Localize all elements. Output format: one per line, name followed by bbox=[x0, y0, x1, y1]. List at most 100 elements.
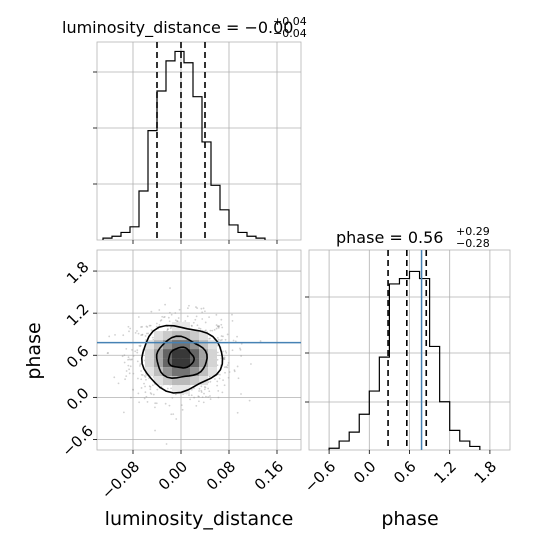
scatter-point bbox=[122, 411, 125, 414]
scatter-point bbox=[205, 395, 207, 398]
scatter-point bbox=[117, 382, 120, 385]
scatter-point bbox=[240, 355, 243, 357]
scatter-point bbox=[131, 348, 133, 351]
scatter-point bbox=[236, 335, 238, 338]
scatter-point bbox=[218, 373, 221, 376]
scatter-point bbox=[159, 319, 162, 322]
scatter-point bbox=[158, 309, 161, 311]
scatter-point bbox=[195, 404, 198, 407]
scatter-point bbox=[134, 331, 137, 334]
scatter-point bbox=[127, 358, 129, 361]
scatter-point bbox=[176, 320, 179, 323]
ytick-label-phase: 1.8 bbox=[63, 258, 93, 288]
scatter-point bbox=[141, 325, 144, 328]
scatter-point bbox=[217, 325, 219, 328]
scatter-point bbox=[219, 339, 222, 342]
scatter-point bbox=[215, 327, 218, 330]
density-cell bbox=[172, 367, 181, 377]
scatter-point bbox=[213, 328, 216, 331]
scatter-point bbox=[200, 307, 203, 310]
density-cell bbox=[154, 340, 163, 350]
scatter-point bbox=[150, 329, 153, 331]
scatter-point bbox=[223, 358, 225, 361]
scatter-point bbox=[208, 390, 211, 393]
scatter-point bbox=[237, 377, 240, 380]
scatter-point bbox=[139, 365, 141, 367]
scatter-point bbox=[208, 337, 210, 340]
scatter-point bbox=[137, 316, 140, 318]
scatter-point bbox=[123, 361, 126, 364]
scatter-point bbox=[193, 396, 196, 399]
scatter-point bbox=[226, 333, 229, 336]
histogram-phase bbox=[328, 270, 481, 450]
scatter-point bbox=[140, 370, 142, 372]
scatter-point bbox=[145, 378, 147, 381]
scatter-point bbox=[186, 315, 189, 318]
scatter-point bbox=[217, 396, 220, 399]
density-cell bbox=[154, 331, 163, 341]
scatter-point bbox=[223, 356, 226, 359]
scatter-point bbox=[140, 378, 143, 381]
density-cell bbox=[190, 358, 199, 368]
scatter-point bbox=[121, 355, 124, 358]
scatter-point bbox=[141, 374, 144, 376]
xlabel-phase: phase bbox=[381, 508, 438, 530]
density-cell bbox=[199, 349, 208, 359]
xtick-label-luminosity-distance: −0.08 bbox=[98, 458, 143, 503]
density-cell bbox=[163, 331, 172, 341]
scatter-point bbox=[156, 388, 159, 391]
scatter-point bbox=[187, 307, 189, 310]
scatter-point bbox=[250, 363, 252, 365]
scatter-point bbox=[209, 337, 211, 340]
scatter-point bbox=[222, 335, 224, 338]
scatter-point bbox=[138, 344, 141, 347]
scatter-point bbox=[217, 338, 220, 341]
density-cell bbox=[172, 349, 181, 359]
ytick-label-phase: −0.6 bbox=[59, 422, 97, 460]
scatter-point bbox=[128, 330, 130, 333]
scatter-point bbox=[222, 350, 224, 353]
scatter-point bbox=[151, 384, 154, 387]
xtick-label-phase: −0.6 bbox=[301, 458, 339, 496]
scatter-point bbox=[136, 360, 139, 363]
scatter-point bbox=[129, 327, 132, 330]
scatter-point bbox=[214, 378, 216, 380]
scatter-point bbox=[236, 365, 239, 368]
scatter-point bbox=[166, 329, 169, 332]
scatter-point bbox=[114, 333, 116, 336]
scatter-point bbox=[221, 338, 223, 341]
density-cell bbox=[172, 340, 181, 350]
scatter-point bbox=[233, 369, 236, 372]
scatter-point bbox=[184, 320, 187, 322]
scatter-point bbox=[181, 408, 184, 411]
scatter-point bbox=[170, 387, 173, 390]
title-phase-minus: −0.28 bbox=[456, 237, 490, 250]
density-cell bbox=[199, 376, 208, 386]
scatter-point bbox=[128, 358, 131, 361]
scatter-point bbox=[231, 319, 234, 322]
density-cell bbox=[181, 376, 190, 386]
scatter-point bbox=[209, 398, 212, 400]
scatter-point bbox=[174, 312, 177, 314]
scatter-point bbox=[194, 318, 197, 321]
scatter-point bbox=[144, 391, 147, 394]
scatter-point bbox=[162, 316, 165, 319]
density-cell bbox=[145, 358, 154, 368]
scatter-point bbox=[192, 321, 195, 324]
scatter-point bbox=[139, 344, 142, 347]
scatter-point bbox=[140, 387, 143, 389]
scatter-point bbox=[130, 396, 132, 399]
density-cell bbox=[190, 376, 199, 386]
scatter-point bbox=[221, 326, 224, 329]
scatter-point bbox=[196, 307, 199, 309]
xtick-label-phase: 0.6 bbox=[390, 458, 420, 488]
scatter-point bbox=[216, 380, 219, 383]
ytick-label-phase: 1.2 bbox=[63, 300, 93, 330]
scatter-point bbox=[216, 336, 219, 339]
scatter-point bbox=[220, 335, 223, 337]
density-cell bbox=[154, 376, 163, 386]
scatter-point bbox=[216, 358, 219, 361]
scatter-point bbox=[200, 389, 203, 392]
scatter-point bbox=[141, 333, 144, 336]
